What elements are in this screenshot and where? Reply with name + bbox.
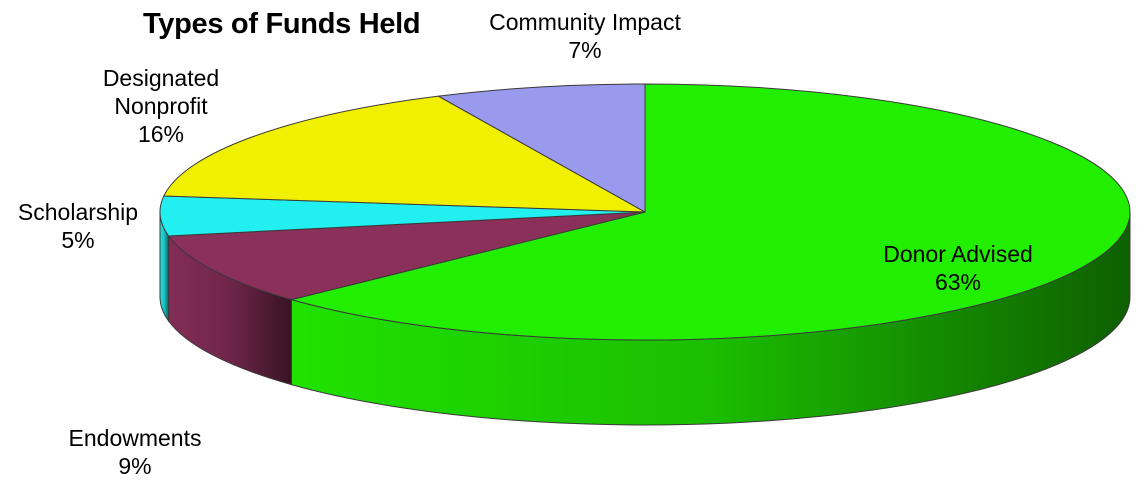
slice-label-donor-advised-percent: 63% xyxy=(934,269,982,295)
pie-slice-designated-nonprofit xyxy=(163,95,646,213)
slice-label-scholarship-name: Scholarship xyxy=(17,199,139,225)
slice-label-designated-nonprofit: Designated Nonprofit 16% xyxy=(86,64,236,148)
slice-label-designated-nonprofit-name-line1: Designated xyxy=(102,65,220,91)
slice-label-donor-advised-name: Donor Advised xyxy=(883,241,1033,267)
slice-label-designated-nonprofit-name-line2: Nonprofit xyxy=(114,93,208,119)
slice-label-endowments-percent: 9% xyxy=(118,453,152,479)
slice-label-community-impact: Community Impact 7% xyxy=(470,8,700,64)
pie-slice-endowments xyxy=(168,211,646,301)
slice-label-endowments-name: Endowments xyxy=(68,425,202,451)
pie-slice-donor-advised xyxy=(290,83,1131,341)
slice-label-donor-advised: Donor Advised 63% xyxy=(868,240,1048,296)
slice-label-scholarship: Scholarship 5% xyxy=(5,198,151,254)
slice-label-community-impact-name: Community Impact xyxy=(489,9,681,35)
slice-label-scholarship-percent: 5% xyxy=(61,227,95,253)
slice-label-designated-nonprofit-percent: 16% xyxy=(137,121,185,147)
slice-label-community-impact-percent: 7% xyxy=(568,37,602,63)
pie-top-faces xyxy=(159,83,1131,341)
pie-slice-community-impact xyxy=(437,83,646,213)
chart-title: Types of Funds Held xyxy=(143,8,421,40)
pie-side-walls xyxy=(159,211,1131,426)
pie-slice-scholarship xyxy=(159,195,646,237)
